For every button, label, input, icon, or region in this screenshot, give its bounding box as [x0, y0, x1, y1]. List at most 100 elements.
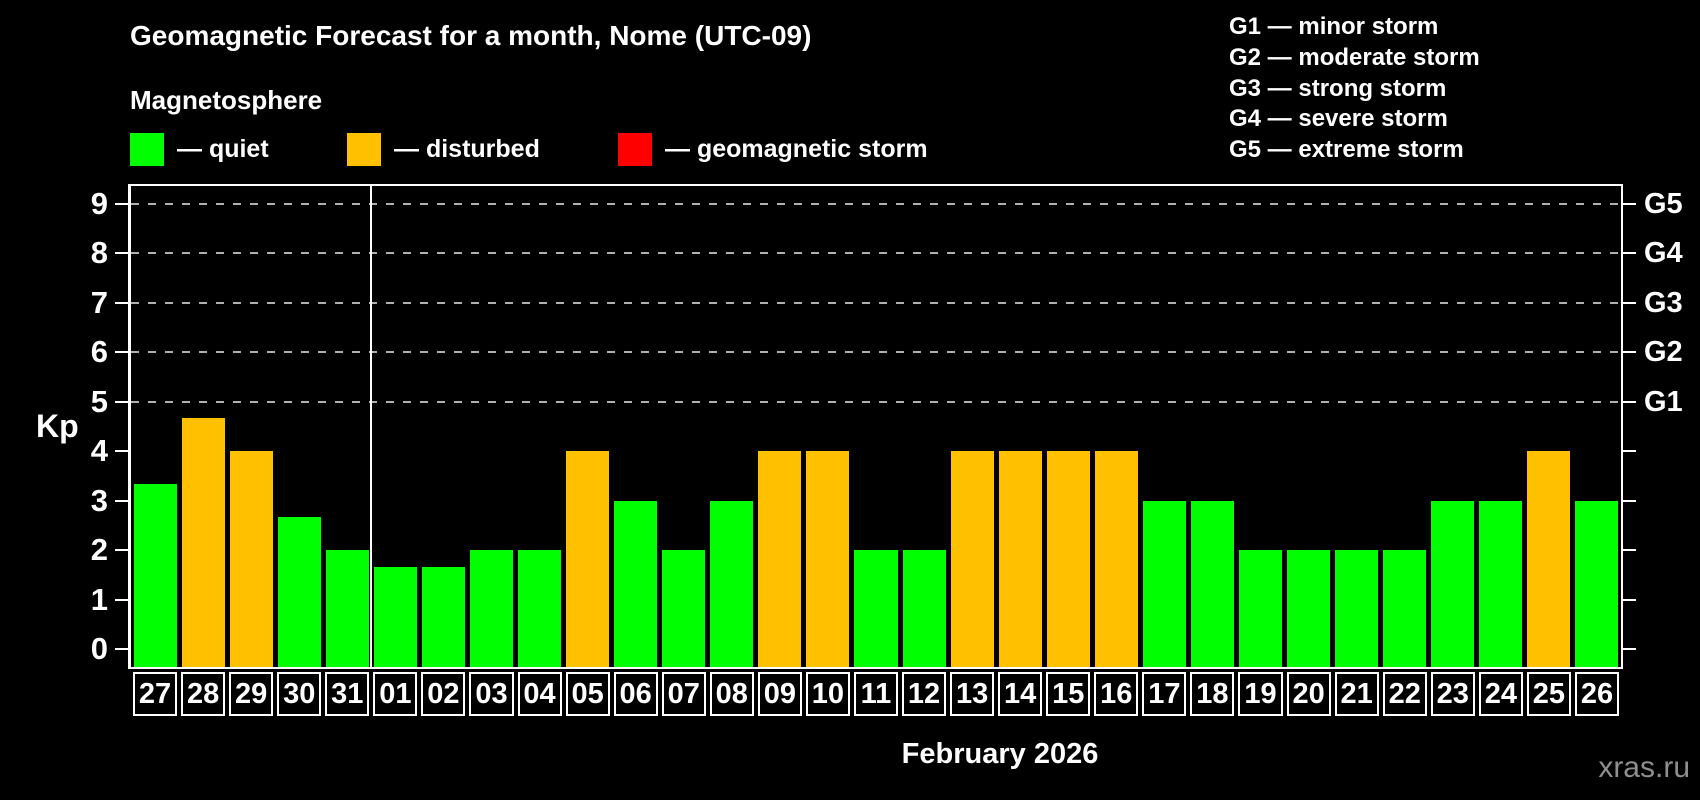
day-label-14: 14	[998, 672, 1043, 716]
kp-bar-day-10	[806, 451, 850, 667]
disturbed-color-swatch	[347, 132, 381, 166]
kp-bar-day-07	[662, 550, 706, 667]
page-title: Geomagnetic Forecast for a month, Nome (…	[130, 20, 812, 51]
day-label-17: 17	[1142, 672, 1187, 716]
kp-bar-day-16	[1094, 451, 1138, 667]
g-level-label-G2: G2	[1644, 336, 1683, 369]
day-label-09: 09	[757, 672, 802, 716]
kp-bar-day-03	[469, 550, 513, 667]
y-tick-label-0: 0	[90, 631, 108, 667]
day-label-28: 28	[181, 672, 226, 716]
disturbed-legend-label: — disturbed	[394, 134, 540, 163]
storm-scale-legend-item-1: G1 — minor storm	[1229, 13, 1439, 40]
y-tick-label-1: 1	[90, 581, 108, 617]
quiet-legend-label: — quiet	[177, 134, 269, 163]
day-label-12: 12	[902, 672, 947, 716]
legend-item-quiet: — quiet	[130, 132, 269, 166]
kp-bar-day-12	[902, 550, 946, 667]
kp-bar-day-21	[1335, 550, 1379, 667]
storm-scale-legend-item-5: G5 — extreme storm	[1229, 136, 1464, 164]
y-tick-right-5	[1623, 400, 1636, 403]
kp-bar-day-02	[421, 566, 465, 667]
day-label-02: 02	[421, 672, 466, 716]
g-level-label-G3: G3	[1644, 286, 1683, 319]
y-tick-left-0	[115, 648, 128, 651]
quiet-color-swatch	[130, 132, 164, 166]
day-label-11: 11	[853, 672, 899, 716]
day-label-21: 21	[1334, 672, 1379, 716]
kp-bar-day-29	[229, 451, 273, 667]
kp-bar-day-04	[518, 550, 562, 667]
gridline-kp-6	[131, 351, 1621, 354]
day-label-23: 23	[1430, 672, 1475, 716]
kp-bar-day-05	[566, 451, 610, 667]
storm-scale-legend-item-4: G4 — severe storm	[1229, 105, 1448, 133]
kp-bar-day-18	[1190, 500, 1234, 667]
gridline-kp-7	[131, 301, 1621, 304]
y-tick-right-6	[1623, 351, 1636, 354]
day-label-05: 05	[565, 672, 610, 716]
storm-scale-legend-item-3: G3 — strong storm	[1229, 74, 1447, 102]
chart-subtitle: Magnetosphere	[130, 85, 323, 115]
y-tick-left-2	[115, 549, 128, 552]
y-tick-left-3	[115, 499, 128, 502]
y-tick-right-3	[1623, 499, 1636, 502]
y-tick-label-3: 3	[90, 482, 108, 518]
day-label-04: 04	[517, 672, 562, 716]
kp-bar-day-01	[373, 566, 417, 667]
y-tick-left-8	[115, 252, 128, 255]
kp-bar-day-08	[710, 500, 754, 667]
gridline-kp-5	[131, 400, 1621, 403]
day-label-26: 26	[1574, 672, 1619, 716]
kp-bar-day-24	[1479, 500, 1523, 667]
day-label-24: 24	[1478, 672, 1523, 716]
storm-legend-label: — geomagnetic storm	[665, 134, 928, 163]
day-label-30: 30	[277, 672, 322, 716]
y-tick-label-7: 7	[90, 284, 108, 320]
storm-scale-legend-item-2: G2 — moderate storm	[1229, 43, 1480, 71]
y-tick-left-7	[115, 301, 128, 304]
y-tick-right-0	[1623, 648, 1636, 651]
y-tick-right-8	[1623, 252, 1636, 255]
gridline-kp-8	[131, 252, 1621, 255]
kp-bar-day-13	[950, 451, 994, 667]
y-tick-left-9	[115, 202, 128, 205]
legend-item-disturbed: — disturbed	[347, 132, 540, 166]
day-label-07: 07	[661, 672, 706, 716]
y-tick-left-5	[115, 400, 128, 403]
y-tick-label-8: 8	[90, 235, 108, 271]
watermark: xras.ru	[1598, 751, 1690, 784]
kp-bar-day-09	[758, 451, 802, 667]
day-label-31: 31	[325, 672, 370, 716]
kp-bar-day-20	[1287, 550, 1331, 667]
kp-bar-day-26	[1575, 500, 1619, 667]
day-label-25: 25	[1526, 672, 1571, 716]
g-level-label-G5: G5	[1644, 187, 1683, 220]
kp-bar-day-23	[1431, 500, 1475, 667]
y-tick-right-9	[1623, 202, 1636, 205]
day-label-10: 10	[805, 672, 850, 716]
kp-axis-label: Kp	[36, 408, 79, 444]
day-label-01: 01	[373, 672, 418, 716]
day-label-22: 22	[1382, 672, 1427, 716]
kp-bar-day-30	[277, 517, 321, 667]
g-level-label-G1: G1	[1644, 385, 1683, 418]
day-label-03: 03	[469, 672, 514, 716]
day-label-06: 06	[613, 672, 658, 716]
day-label-19: 19	[1238, 672, 1283, 716]
y-tick-right-1	[1623, 598, 1636, 601]
y-tick-right-4	[1623, 450, 1636, 453]
storm-color-swatch	[618, 132, 652, 166]
day-label-15: 15	[1046, 672, 1091, 716]
y-tick-right-7	[1623, 301, 1636, 304]
kp-bar-day-28	[181, 418, 225, 667]
kp-bar-day-15	[1046, 451, 1090, 667]
kp-bar-day-14	[998, 451, 1042, 667]
day-label-29: 29	[229, 672, 274, 716]
x-axis-title: February 2026	[901, 738, 1099, 770]
day-label-20: 20	[1286, 672, 1331, 716]
legend-item-storm: — geomagnetic storm	[618, 132, 928, 166]
day-label-13: 13	[950, 672, 995, 716]
kp-bar-day-11	[854, 550, 898, 667]
y-tick-label-2: 2	[90, 532, 108, 568]
